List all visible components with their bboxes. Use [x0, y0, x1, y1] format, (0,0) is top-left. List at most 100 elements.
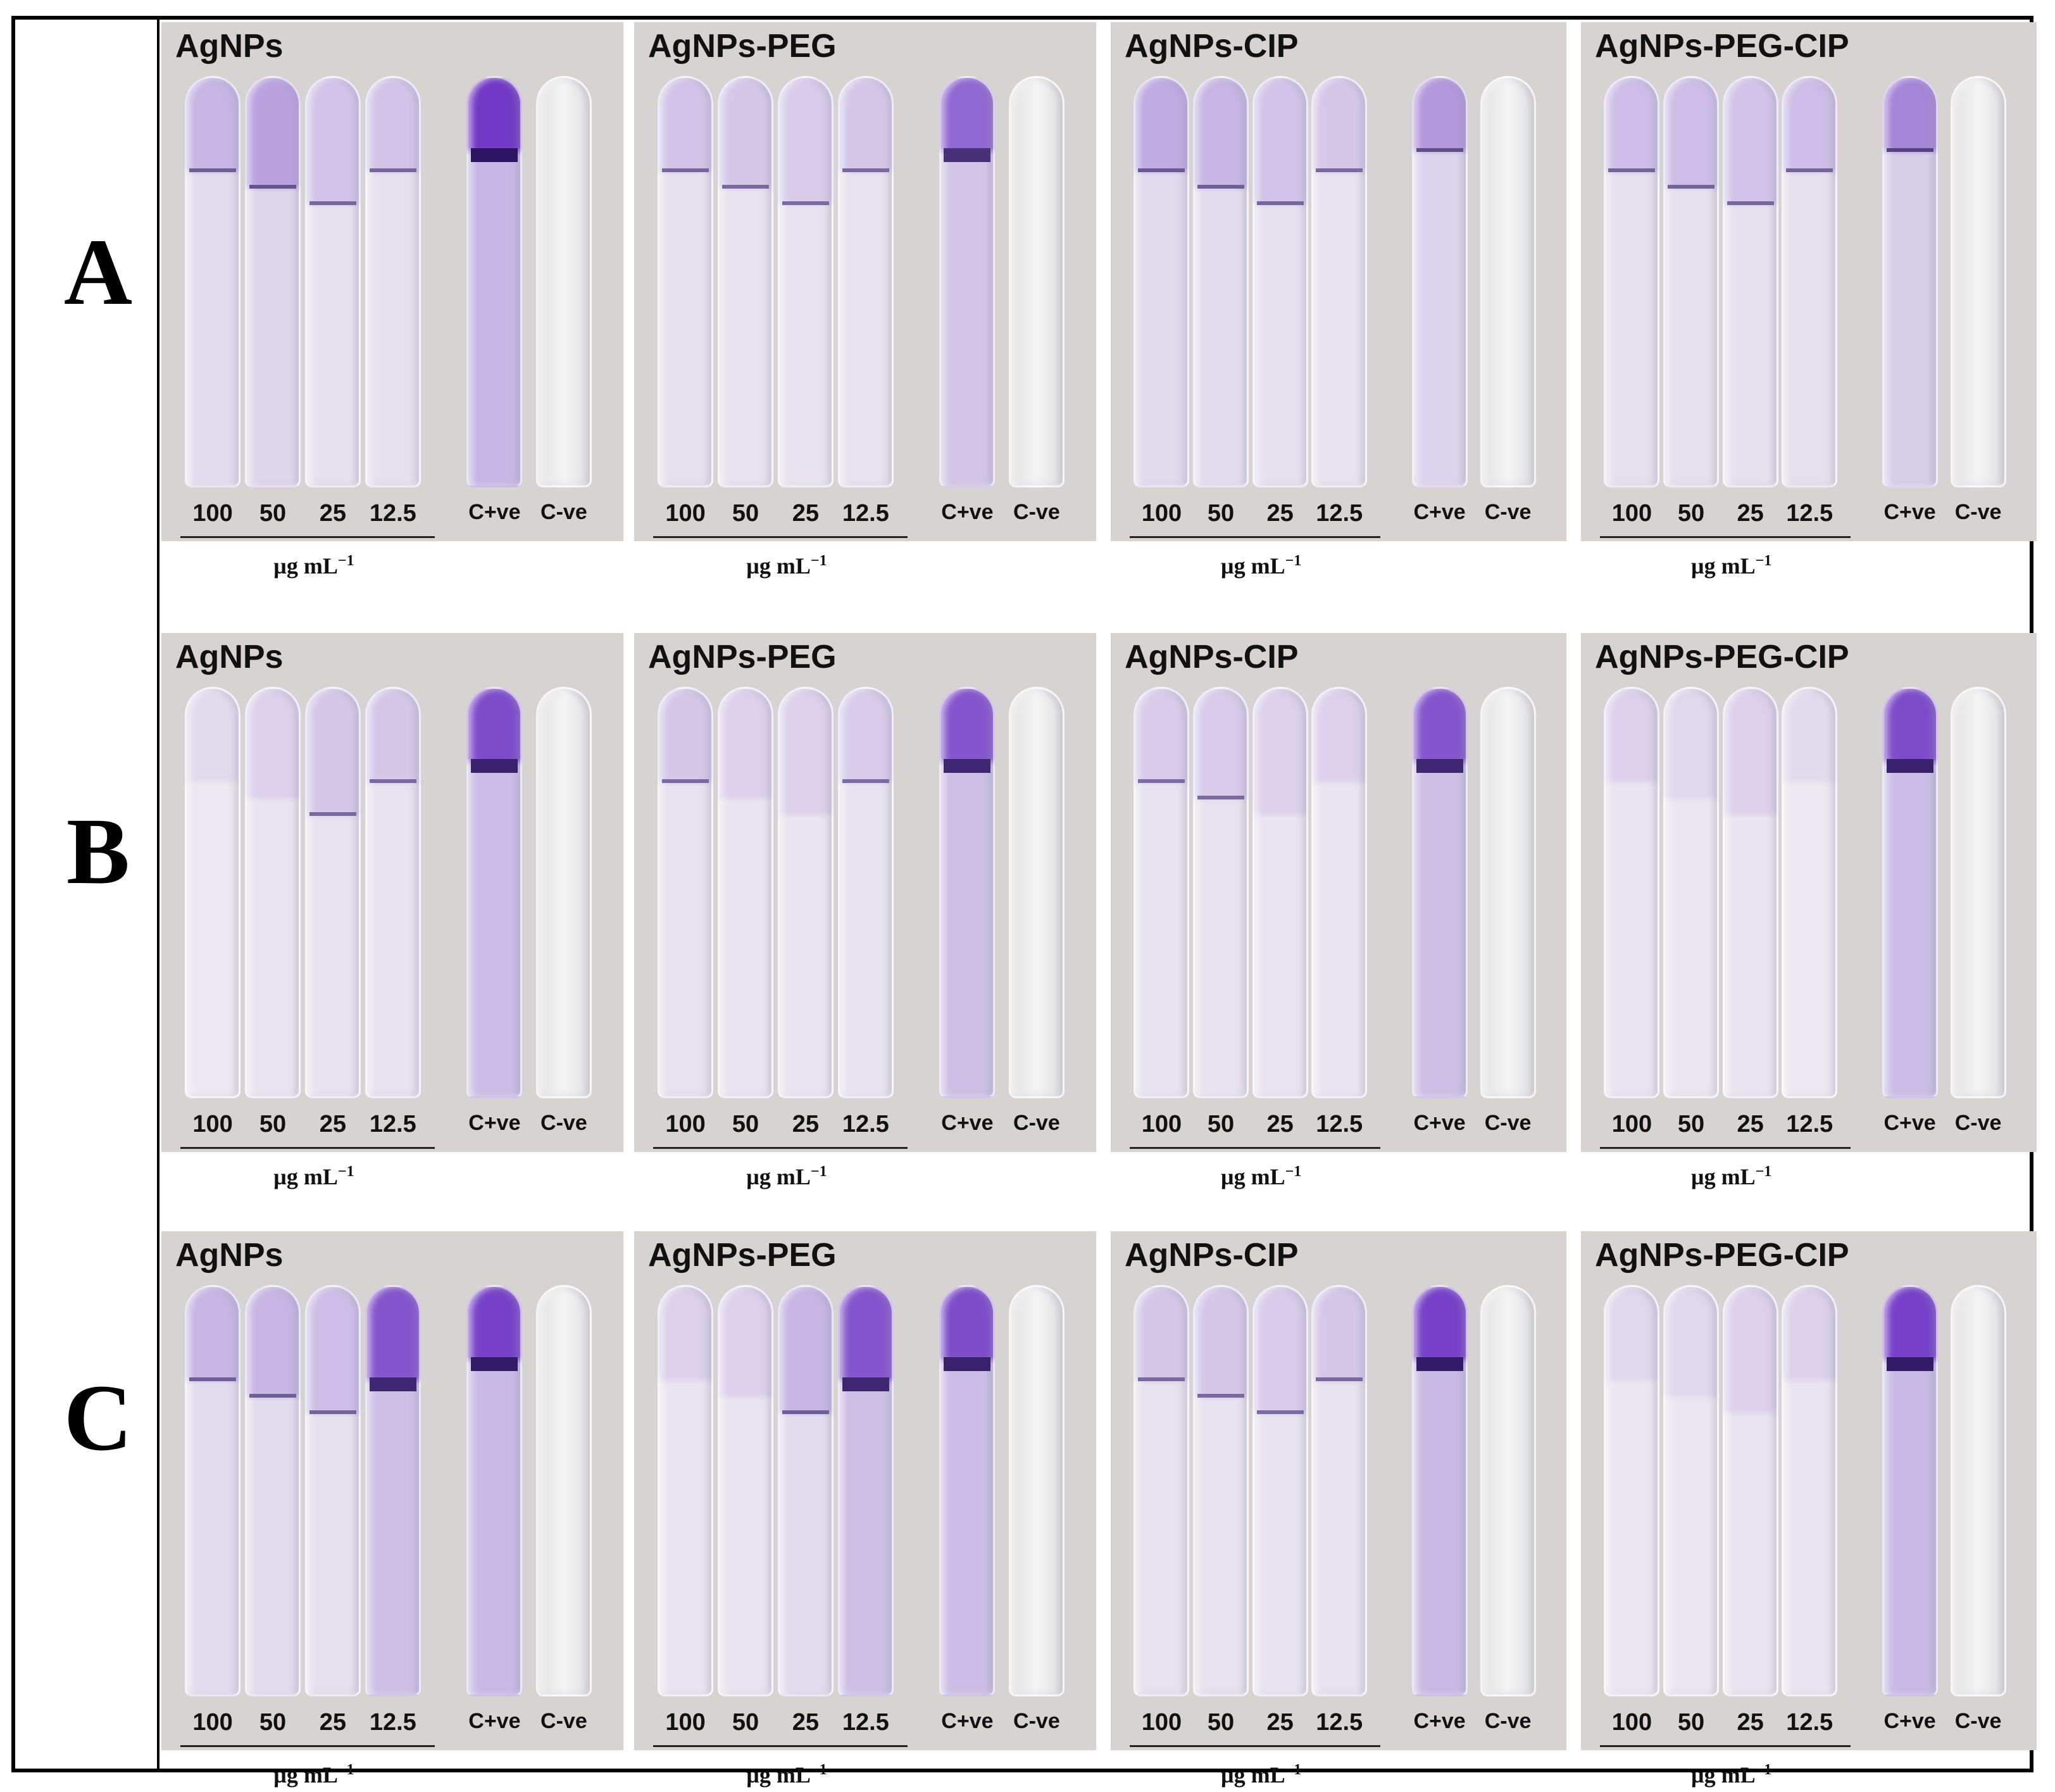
- concentration-underline: [1600, 1745, 1851, 1747]
- tube-label: 100: [192, 1709, 233, 1736]
- tube-label: C+ve: [941, 1709, 994, 1733]
- test-tube: [1480, 1285, 1536, 1696]
- tube-label: 12.5: [1786, 1709, 1833, 1736]
- biofilm-ring: [369, 168, 416, 172]
- test-tube: [718, 687, 773, 1098]
- test-tube: [1782, 1285, 1838, 1696]
- biofilm-ring: [1886, 147, 1933, 152]
- test-tube: [535, 76, 592, 487]
- test-tube: [245, 76, 301, 487]
- concentration-underline: [1600, 536, 1851, 538]
- tube-label: 100: [1611, 1709, 1652, 1736]
- units-exponent: −1: [1755, 1163, 1772, 1180]
- concentration-underline: [1600, 1147, 1851, 1149]
- biofilm-ring: [1416, 147, 1463, 152]
- tube-label: 25: [792, 1709, 820, 1736]
- units-text: µg mL: [1220, 1762, 1285, 1788]
- biofilm-ring: [1886, 1357, 1933, 1371]
- biofilm-ring: [309, 201, 356, 205]
- tube-label: C-ve: [1013, 1111, 1060, 1135]
- tube-label: 100: [665, 500, 706, 527]
- test-tube: [1134, 687, 1190, 1098]
- tube-label: 12.5: [842, 1111, 889, 1137]
- test-tube: [1411, 76, 1468, 487]
- biofilm-ring: [369, 779, 416, 783]
- test-tube: [1480, 687, 1536, 1098]
- units-text: µg mL: [746, 1164, 811, 1189]
- test-tube: [658, 1285, 714, 1696]
- photo-panel: AgNPs-PEG 100 50 25 12.5 C+ve C-ve: [634, 633, 1096, 1152]
- biofilm-ring: [1786, 168, 1833, 172]
- test-tube: [1252, 1285, 1308, 1696]
- biofilm-ring: [662, 168, 709, 172]
- tube-label: 12.5: [369, 500, 416, 527]
- test-tube: [1950, 687, 2006, 1098]
- units-text: µg mL: [746, 553, 811, 579]
- test-tube: [1134, 1285, 1190, 1696]
- test-tube: [777, 76, 834, 487]
- units-label: µg mL−1: [1221, 553, 1301, 579]
- biofilm-ring: [782, 1410, 829, 1414]
- biofilm-ring: [1256, 1410, 1304, 1414]
- test-tube: [1193, 76, 1249, 487]
- test-tube: [1411, 1285, 1468, 1696]
- biofilm-ring: [1138, 1377, 1185, 1381]
- test-tube: [365, 1285, 421, 1696]
- units-text: µg mL: [1220, 1164, 1285, 1189]
- tube-label: 25: [1737, 1709, 1764, 1736]
- tube-label: 50: [1677, 1709, 1705, 1736]
- units-exponent: −1: [1285, 1163, 1302, 1180]
- row-label-divider: [157, 16, 159, 1772]
- test-tube: [1663, 76, 1719, 487]
- tube-label: C+ve: [1413, 1709, 1466, 1733]
- tube-label: C-ve: [1484, 500, 1532, 524]
- test-tube: [1604, 687, 1660, 1098]
- panel-title: AgNPs-PEG-CIP: [1595, 28, 1849, 65]
- units-label: µg mL−1: [1691, 1762, 1771, 1788]
- test-tube: [939, 76, 996, 487]
- test-tube: [1950, 1285, 2006, 1696]
- tube-label: 50: [732, 1111, 759, 1137]
- concentration-underline: [653, 536, 908, 538]
- test-tube: [1722, 687, 1778, 1098]
- units-exponent: −1: [1285, 553, 1302, 569]
- tube-label: C-ve: [1484, 1111, 1532, 1135]
- test-tube: [718, 1285, 773, 1696]
- tube-label: C+ve: [1883, 500, 1936, 524]
- test-tube: [837, 76, 894, 487]
- units-text: µg mL: [1220, 553, 1285, 579]
- tube-label: 50: [732, 1709, 759, 1736]
- tube-label: 25: [319, 1709, 347, 1736]
- units-exponent: −1: [337, 1762, 354, 1778]
- test-tube: [777, 1285, 834, 1696]
- test-tube: [658, 76, 714, 487]
- test-tube: [1722, 76, 1778, 487]
- units-exponent: −1: [810, 553, 827, 569]
- photo-panel: AgNPs 100 50 25 12.5 C+ve C-ve: [161, 1231, 623, 1750]
- tube-label: 12.5: [842, 500, 889, 527]
- tube-label: C+ve: [1413, 500, 1466, 524]
- biofilm-ring: [782, 201, 829, 205]
- test-tube: [1782, 687, 1838, 1098]
- tube-label: 12.5: [1316, 1111, 1363, 1137]
- units-exponent: −1: [1285, 1762, 1302, 1778]
- biofilm-ring: [1256, 201, 1304, 205]
- tube-label: 12.5: [842, 1709, 889, 1736]
- biofilm-ring: [369, 1377, 416, 1391]
- photo-panel: AgNPs-CIP 100 50 25 12.5 C+ve C-ve: [1111, 1231, 1566, 1750]
- biofilm-ring: [1886, 758, 1933, 773]
- panel-title: AgNPs-PEG-CIP: [1595, 1237, 1849, 1274]
- test-tube: [185, 687, 241, 1098]
- tube-label: 12.5: [1786, 1111, 1833, 1137]
- photo-panel: AgNPs-PEG 100 50 25 12.5 C+ve C-ve: [634, 1231, 1096, 1750]
- photo-panel: AgNPs-PEG-CIP 100 50 25 12.5 C+ve C-ve: [1581, 22, 2037, 541]
- test-tube: [1722, 1285, 1778, 1696]
- test-tube: [1882, 1285, 1938, 1696]
- concentration-underline: [180, 1147, 435, 1149]
- test-tube: [185, 76, 241, 487]
- test-tube: [1411, 687, 1468, 1098]
- tube-label: 25: [319, 1111, 347, 1137]
- test-tube: [185, 1285, 241, 1696]
- tube-label: 50: [259, 1709, 287, 1736]
- units-exponent: −1: [1755, 553, 1772, 569]
